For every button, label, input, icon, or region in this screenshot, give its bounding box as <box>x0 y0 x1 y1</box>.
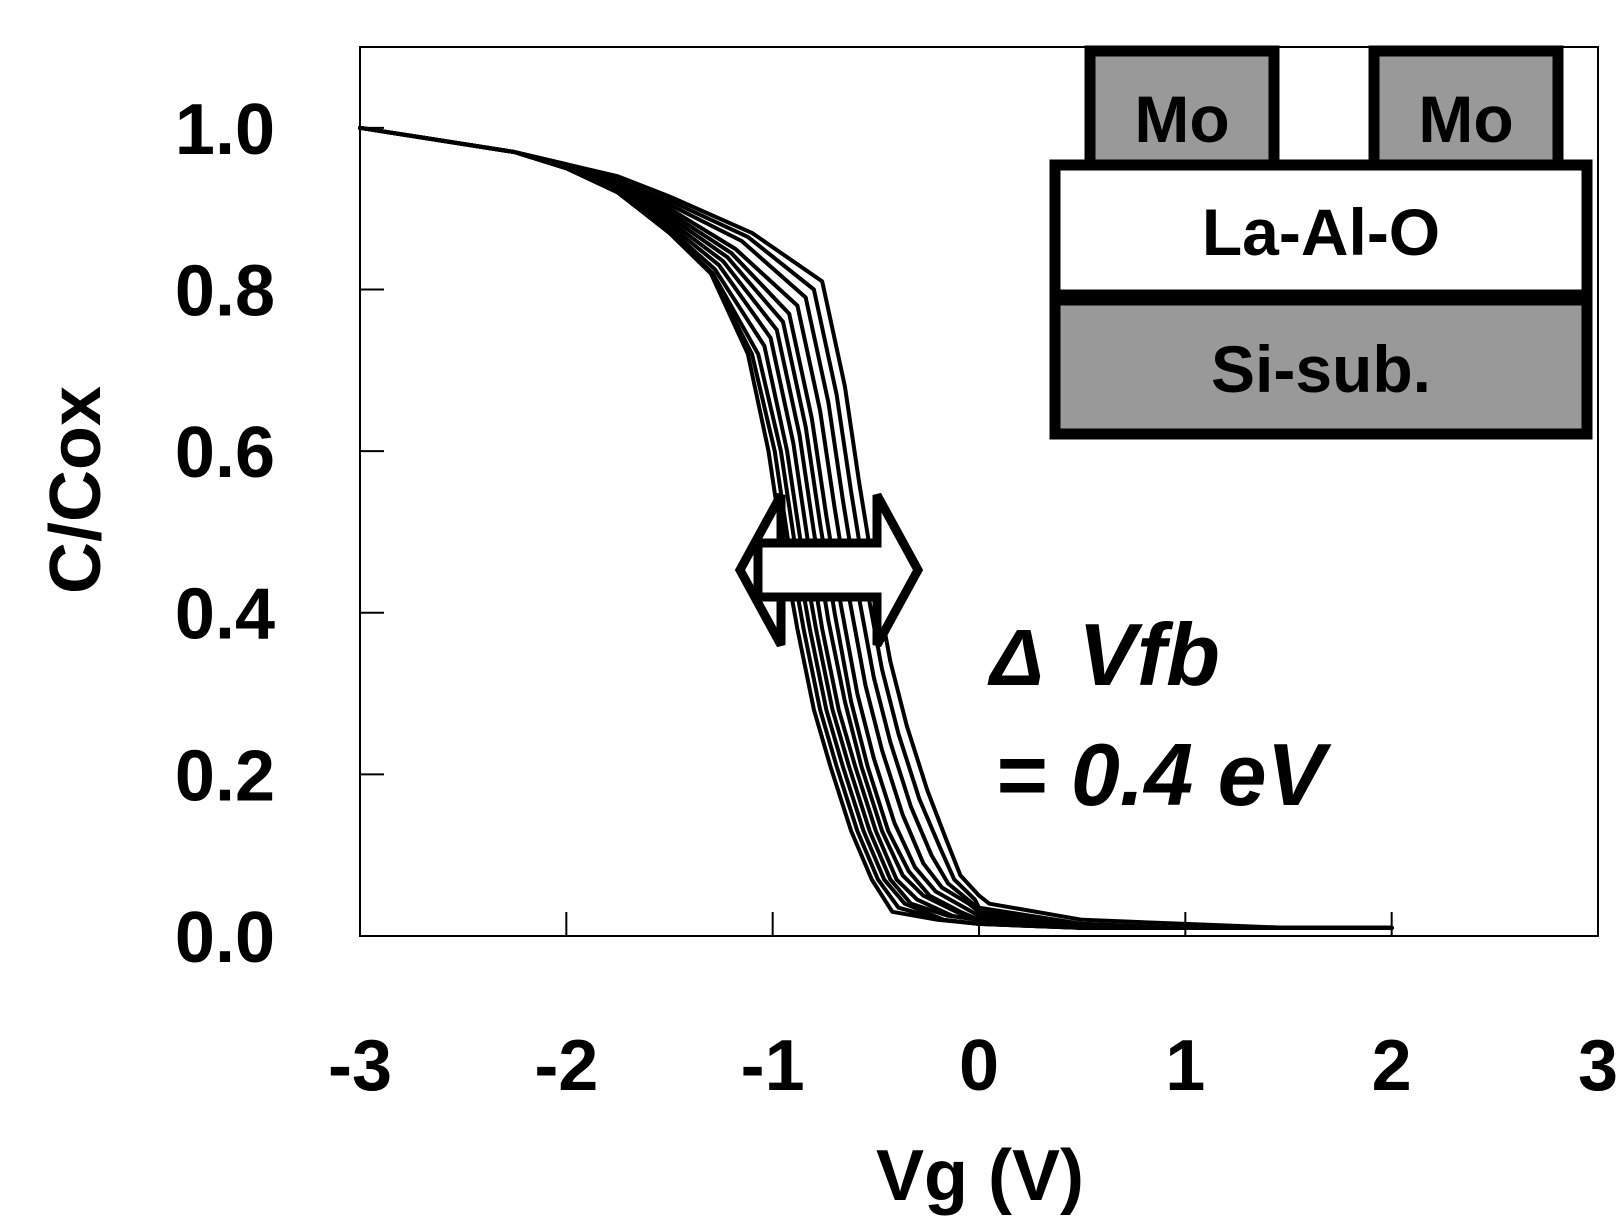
delta-vfb-arrow <box>734 492 924 648</box>
x-tick-label: 1 <box>1165 1026 1205 1106</box>
gate-left-label: Mo <box>1134 82 1229 156</box>
x-tick-label: -2 <box>534 1026 598 1106</box>
device-structure-inset: Mo Mo La-Al-O Si-sub. <box>1049 45 1593 440</box>
x-tick-label: 0 <box>959 1026 999 1106</box>
vfb-text: Vfb <box>1078 605 1220 704</box>
y-tick-label: 1.0 <box>175 90 275 170</box>
y-axis-ticks: 0.0 0.2 0.4 0.6 0.8 1.0 <box>175 90 384 978</box>
substrate-layer <box>1049 294 1593 440</box>
x-tick-label: 2 <box>1372 1026 1412 1106</box>
y-tick-label: 0.4 <box>175 575 275 655</box>
oxide-label: La-Al-O <box>1202 195 1440 269</box>
y-tick-label: 0.2 <box>175 736 275 816</box>
delta-vfb-label: Δ Vfb <box>987 605 1220 704</box>
x-tick-label: -3 <box>328 1026 392 1106</box>
x-tick-label: 3 <box>1578 1026 1618 1106</box>
y-tick-label: 0.6 <box>175 413 275 493</box>
y-axis-title: C/Cox <box>36 386 116 594</box>
x-tick-label: -1 <box>741 1026 805 1106</box>
substrate-label: Si-sub. <box>1211 332 1431 406</box>
x-axis-ticks: -3 -2 -1 0 1 2 3 <box>328 912 1618 1106</box>
oxide-layer <box>1049 159 1593 301</box>
y-tick-label: 0.0 <box>175 898 275 978</box>
arrow-shaft-fill <box>772 549 886 591</box>
gate-right-label: Mo <box>1418 82 1513 156</box>
x-axis-title: Vg (V) <box>876 1136 1084 1216</box>
delta-vfb-value: = 0.4 eV <box>995 725 1332 824</box>
gate-left-block <box>1084 45 1280 173</box>
delta-symbol: Δ <box>987 613 1044 702</box>
y-tick-label: 0.8 <box>175 251 275 331</box>
